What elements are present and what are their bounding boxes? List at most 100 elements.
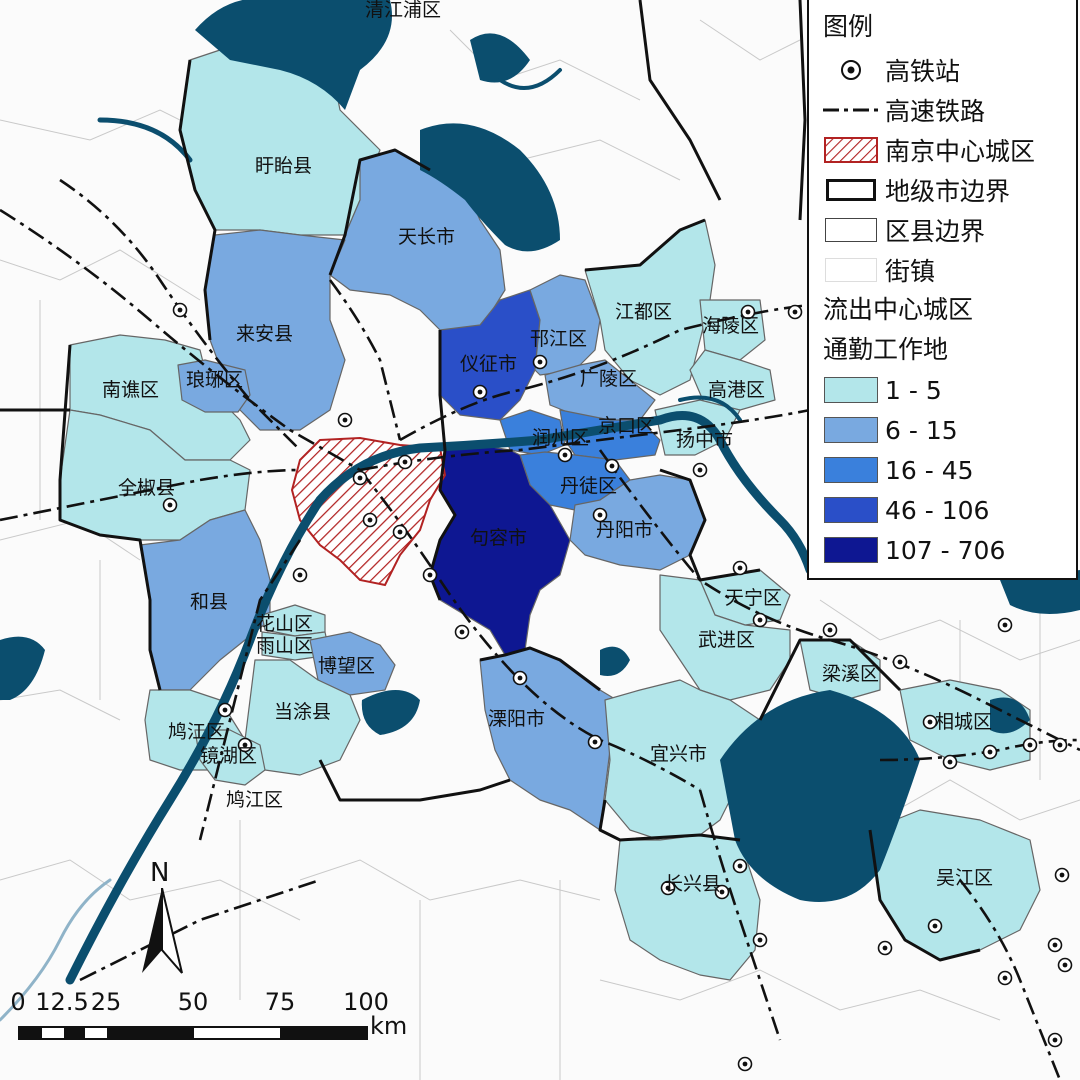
legend-label-prefecture: 地级市边界 [885,177,1011,206]
station-icon [927,918,943,934]
station-icon [217,702,233,718]
label-bowang: 博望区 [318,655,375,677]
label-yangzhong: 扬中市 [676,429,733,451]
station-icon [997,617,1013,633]
legend-class-label-2: 6 - 15 [885,415,958,445]
station-icon [942,754,958,770]
station-icon [1052,737,1068,753]
town-area-icon [823,256,879,284]
label-hanjiang: 邗江区 [530,328,587,350]
station-icon [587,734,603,750]
legend-item-town: 街镇 [823,250,1066,290]
taihu-lake [720,690,920,902]
label-gaogang: 高港区 [708,379,765,401]
label-runzhou: 润州区 [532,427,589,449]
scale-tick-25: 25 [90,988,122,1016]
station-icon [692,462,708,478]
station-icon [1047,1032,1063,1048]
railway-line-icon [823,96,879,124]
station-icon [422,567,438,583]
label-yixing: 宜兴市 [650,743,707,765]
station-icon [823,56,879,84]
station-icon [660,880,676,896]
station-icon [1057,957,1073,973]
legend-title: 图例 [823,12,874,41]
station-icon [532,354,548,370]
station-icon [592,507,608,523]
region-langya [177,359,251,413]
station-icon [714,884,730,900]
label-langya: 琅琊区 [186,369,243,391]
station-icon [737,1056,753,1072]
label-wujiang: 吴江区 [936,867,993,889]
hongze-lake [195,0,393,110]
legend-class-label-1: 1 - 5 [885,375,942,405]
legend-label-railway: 高速铁路 [885,97,986,126]
gaoyou-lake [420,123,560,252]
station-icon [877,940,893,956]
region-changxing [614,834,761,981]
legend-class-label-3: 16 - 45 [885,455,974,485]
station-icon [472,384,488,400]
label-yizheng: 仪征市 [460,353,517,375]
region-wujin [659,574,791,701]
station-icon [362,512,378,528]
label-qingjiangpu: 清江浦区 [365,0,441,21]
station-icon [392,524,408,540]
station-icon [982,744,998,760]
label-hexian: 和县 [190,591,228,613]
station-icon [922,714,938,730]
label-jiujiang: 鸠江区 [168,721,225,743]
legend-label-county: 区县边界 [885,217,986,246]
station-icon [740,304,756,320]
station-icon [162,497,178,513]
legend-label-nanjing-core: 南京中心城区 [885,137,1036,166]
legend-swatch-5 [824,537,878,563]
scale-bar-segments [18,1026,368,1040]
label-laian: 来安县 [236,323,293,345]
thin-boundary-icon [823,216,879,244]
legend-label-station: 高铁站 [885,57,961,86]
water-layer [0,0,1080,902]
choropleth-layer [59,39,1041,981]
label-nanqiao: 南谯区 [102,379,159,401]
scale-tick-0: 0 [10,988,26,1016]
station-icon [292,567,308,583]
yixing-pond [600,646,630,676]
station-icon [892,654,908,670]
label-jiangdu: 江都区 [615,301,672,323]
yangtze-river [0,68,815,1022]
station-icon [557,447,573,463]
label-tianning: 天宁区 [725,587,782,609]
scale-tick-100: 100 [343,988,389,1016]
station-icon [604,458,620,474]
gucheng-lake [361,690,420,735]
label-hailing: 海陵区 [702,315,759,337]
legend-swatch-3 [824,457,878,483]
region-dangtu [244,659,361,776]
station-icon [1022,737,1038,753]
label-jurong: 句容市 [470,527,527,549]
legend-item-county: 区县边界 [823,210,1066,250]
label-liangxi: 梁溪区 [822,663,879,685]
station-icon [752,932,768,948]
label-quanjiao: 全椒县 [118,477,175,499]
label-changxing: 长兴县 [664,873,721,895]
label-dantu: 丹徒区 [560,475,617,497]
label-jiujiang-lower: 鸠江区 [226,789,283,811]
thick-boundary-icon [823,176,879,204]
north-lake-small [470,33,530,83]
legend-class-label-5: 107 - 706 [885,535,1006,565]
station-icon [822,622,838,638]
legend-item-railway: 高速铁路 [823,90,1066,130]
legend-class-1: 1 - 5 [823,370,1066,410]
north-arrow: N [134,858,190,976]
label-guangling: 广陵区 [580,368,637,390]
legend-label-town: 街镇 [885,257,936,286]
label-xuyi: 盱眙县 [255,155,312,177]
legend-class-5: 107 - 706 [823,530,1066,570]
legend-item-station: 高铁站 [823,50,1066,90]
region-labels: 清江浦区 盱眙县 天长市 来安县 南谯区 琅琊区 全椒县 仪征市 邗江区 江都区… [102,0,993,895]
